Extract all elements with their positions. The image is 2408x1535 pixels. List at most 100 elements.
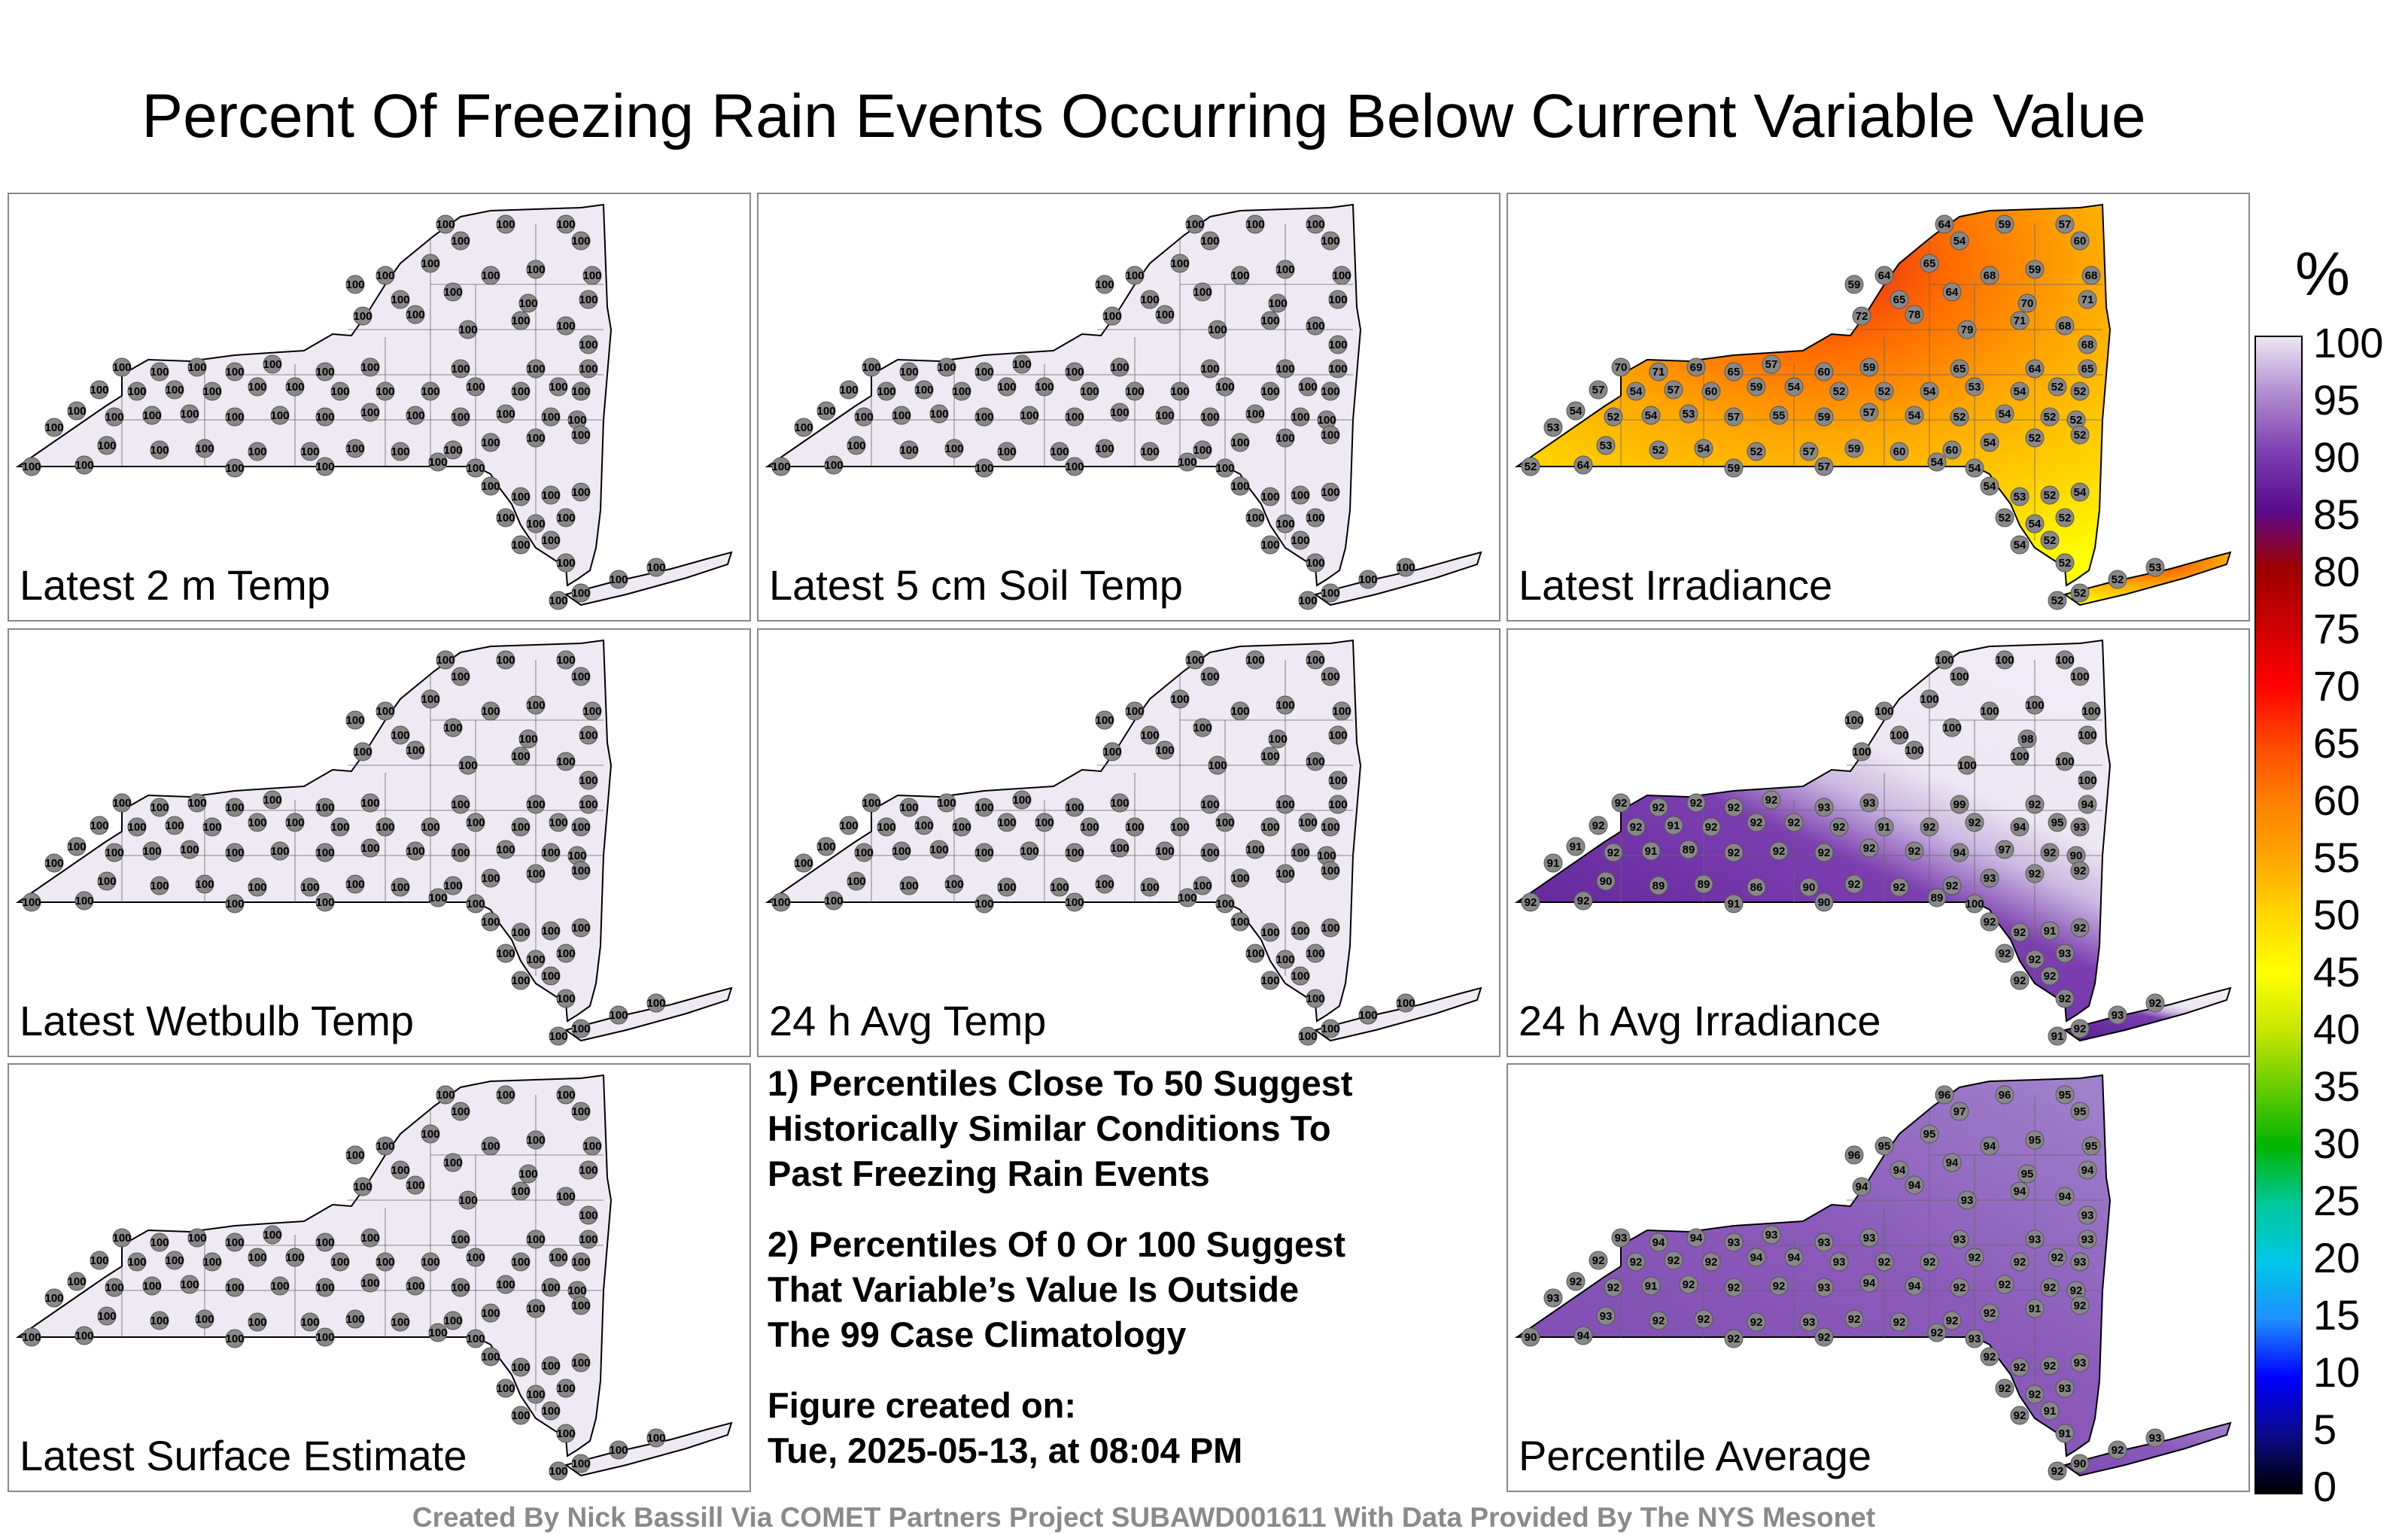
svg-text:91: 91 [1645,1280,1658,1293]
svg-text:90: 90 [2074,1457,2087,1470]
svg-text:94: 94 [1908,1179,1921,1192]
station-marker: 90 [1521,1327,1540,1347]
svg-text:100: 100 [1275,798,1294,811]
station-marker: 100 [180,840,199,859]
station-marker: 100 [1268,293,1288,313]
svg-text:100: 100 [571,486,590,499]
station-marker: 100 [556,316,576,336]
svg-text:100: 100 [1268,297,1287,310]
station-marker: 52 [1950,407,1969,427]
svg-text:100: 100 [1328,798,1347,811]
station-marker: 100 [195,1309,214,1329]
svg-text:100: 100 [1328,339,1347,351]
svg-text:100: 100 [195,878,214,891]
svg-text:100: 100 [1874,705,1893,718]
svg-text:92: 92 [1615,797,1628,810]
station-marker: 100 [466,894,485,913]
station-marker: 100 [1905,740,1924,760]
svg-text:92: 92 [1592,819,1605,832]
svg-text:100: 100 [549,816,567,829]
station-marker: 100 [1155,406,1175,425]
station-marker: 100 [526,1299,546,1318]
svg-text:57: 57 [2059,218,2072,231]
station-marker: 92 [2025,864,2045,883]
station-marker: 70 [2017,293,2037,313]
svg-text:100: 100 [1035,816,1054,829]
svg-text:92: 92 [1863,842,1876,855]
station-marker: 57 [1859,403,1879,422]
long-island-outline [1313,986,1482,1042]
station-marker: 92 [2048,1461,2067,1481]
svg-text:100: 100 [877,821,895,834]
station-marker: 100 [579,795,598,814]
station-marker: 100 [1291,843,1310,862]
station-marker: 54 [2025,514,2045,533]
station-marker: 100 [97,871,117,891]
station-marker: 100 [1321,583,1340,603]
svg-text:100: 100 [1140,445,1159,458]
svg-text:100: 100 [511,926,530,939]
svg-text:54: 54 [1953,235,1966,248]
station-marker: 52 [1747,442,1766,461]
station-marker: 54 [1995,404,2014,424]
colorbar-tick-label: 30 [2313,1120,2361,1167]
svg-text:92: 92 [2074,865,2087,877]
station-marker: 54 [1920,381,1939,401]
station-marker: 93 [1814,798,1834,817]
svg-text:52: 52 [2059,557,2072,570]
station-marker: 54 [1626,381,1646,401]
svg-text:92: 92 [1788,816,1801,829]
svg-text:100: 100 [1905,744,1923,757]
svg-text:100: 100 [150,880,169,892]
svg-text:100: 100 [428,892,447,904]
state-map: 100 100 100 100 100 100 100 100 100 100 100 100 100 1… [765,203,1482,610]
svg-text:100: 100 [1110,842,1129,855]
svg-text:93: 93 [1818,801,1831,814]
station-marker: 100 [225,362,245,381]
station-marker: 59 [2025,260,2045,279]
note-date: Figure created on: Tue, 2025-05-13, at 0… [768,1385,1243,1470]
station-marker: 59 [1814,407,1834,427]
station-marker: 94 [2010,1181,2029,1201]
station-marker: 95 [2017,1164,2037,1184]
svg-text:92: 92 [1728,1333,1741,1345]
station-marker: 93 [1611,1228,1631,1248]
svg-text:100: 100 [353,746,372,758]
svg-text:92: 92 [1833,821,1846,834]
svg-text:100: 100 [1185,654,1204,667]
svg-text:100: 100 [1275,699,1294,712]
svg-text:100: 100 [571,429,590,442]
svg-text:90: 90 [1600,875,1613,888]
colorbar-tick-label: 5 [2313,1406,2337,1453]
svg-text:100: 100 [526,1233,545,1246]
station-marker: 52 [2108,570,2127,589]
svg-text:100: 100 [421,821,439,834]
station-marker: 91 [1543,853,1563,873]
svg-text:100: 100 [997,881,1016,894]
station-marker: 100 [1050,877,1069,897]
station-marker: 100 [556,1085,576,1105]
svg-text:92: 92 [2074,1299,2087,1312]
svg-text:93: 93 [1600,1310,1613,1323]
station-marker: 100 [202,817,222,837]
station-marker: 100 [609,570,628,589]
svg-text:100: 100 [481,480,500,493]
station-marker: 100 [345,275,365,294]
station-marker: 100 [150,798,169,817]
svg-text:100: 100 [451,235,470,248]
station-marker: 100 [839,816,859,835]
station-marker: 100 [1200,795,1220,814]
svg-text:100: 100 [1321,587,1339,600]
svg-text:100: 100 [1852,746,1871,758]
station-marker: 100 [443,876,463,895]
station-marker: 100 [165,380,184,400]
station-marker: 100 [1291,530,1310,550]
svg-text:100: 100 [496,1382,515,1395]
station-marker: 100 [1193,876,1212,895]
station-marker: 100 [2055,752,2075,771]
station-marker: 100 [2025,695,2045,715]
station-marker: 92 [1829,817,1849,837]
svg-text:100: 100 [582,269,601,282]
station-marker: 100 [518,1164,538,1184]
svg-text:100: 100 [1102,746,1121,758]
